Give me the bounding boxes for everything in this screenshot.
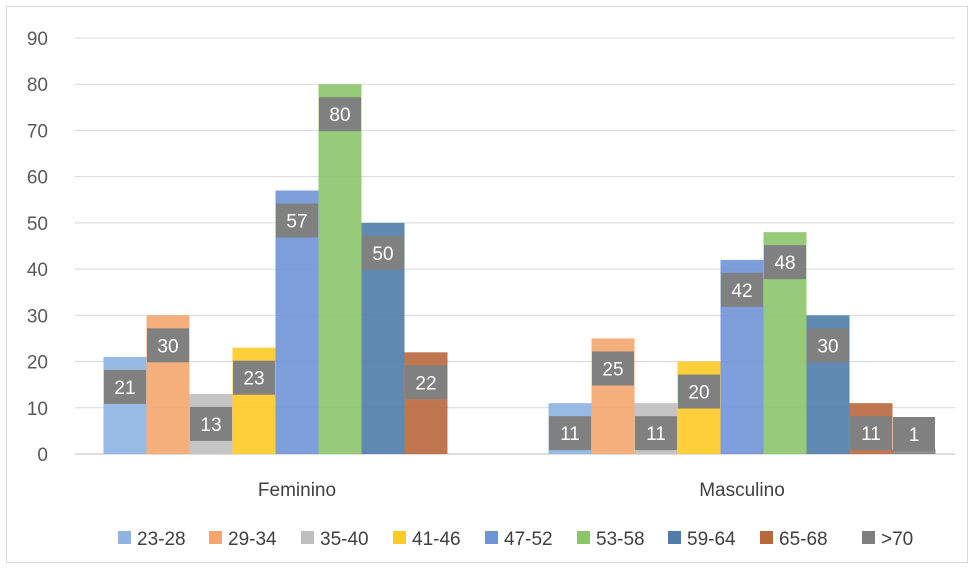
data-label: 23 xyxy=(243,369,264,390)
data-label: 22 xyxy=(415,373,436,394)
data-label: 25 xyxy=(602,359,623,380)
y-tick-label: 0 xyxy=(37,445,48,466)
data-label: 1 xyxy=(909,425,920,446)
legend-label: 23-28 xyxy=(137,529,186,550)
bar xyxy=(318,84,362,454)
legend-swatch xyxy=(760,531,773,544)
legend-swatch xyxy=(668,531,681,544)
legend-label: 59-64 xyxy=(687,529,736,550)
legend-swatch xyxy=(485,531,498,544)
data-label-box xyxy=(635,416,677,451)
data-label: 11 xyxy=(560,424,580,445)
data-label-box xyxy=(764,245,806,280)
y-tick-label: 20 xyxy=(27,353,48,374)
data-label: 13 xyxy=(200,415,221,436)
legend-label: 53-58 xyxy=(596,529,645,550)
data-label-box xyxy=(104,369,146,404)
data-label: 48 xyxy=(774,253,795,274)
data-label-box xyxy=(721,272,763,307)
data-label-box xyxy=(678,374,720,409)
data-label: 80 xyxy=(329,105,350,126)
data-label-box xyxy=(405,365,447,400)
data-label-box xyxy=(276,203,318,238)
legend-swatch xyxy=(209,531,222,544)
data-label: 11 xyxy=(646,424,666,445)
data-label-box xyxy=(190,406,232,441)
chart-area xyxy=(6,6,968,563)
x-category-label: Masculino xyxy=(699,480,785,501)
data-label: 30 xyxy=(817,336,838,357)
y-tick-label: 10 xyxy=(27,399,48,420)
data-label: 21 xyxy=(114,378,135,399)
legend-label: >70 xyxy=(881,529,913,550)
data-label-box xyxy=(319,97,361,132)
data-label: 11 xyxy=(861,424,881,445)
y-tick-label: 60 xyxy=(27,168,48,189)
data-label-box xyxy=(362,235,404,270)
data-label-box xyxy=(147,328,189,363)
legend-label: 29-34 xyxy=(228,529,277,550)
legend-label: 35-40 xyxy=(320,529,369,550)
y-tick-label: 40 xyxy=(27,260,48,281)
legend-label: 41-46 xyxy=(412,529,461,550)
y-tick-label: 50 xyxy=(27,214,48,235)
data-label: 50 xyxy=(372,244,393,265)
data-label-box xyxy=(549,416,591,451)
data-label-box xyxy=(893,417,935,451)
y-tick-label: 90 xyxy=(27,29,48,50)
legend-swatch xyxy=(301,531,314,544)
data-label: 20 xyxy=(688,383,709,404)
data-label: 30 xyxy=(157,336,178,357)
bar xyxy=(892,449,936,454)
legend-swatch xyxy=(577,531,590,544)
legend-swatch xyxy=(862,531,875,544)
legend-swatch xyxy=(118,531,131,544)
x-category-label: Feminino xyxy=(258,480,336,501)
legend-label: 47-52 xyxy=(504,529,553,550)
y-tick-label: 80 xyxy=(27,75,48,96)
data-label-box xyxy=(850,416,892,451)
data-label-box xyxy=(233,360,275,395)
y-tick-label: 30 xyxy=(27,306,48,327)
legend-swatch xyxy=(393,531,406,544)
y-tick-label: 70 xyxy=(27,121,48,142)
data-label-box xyxy=(592,351,634,386)
legend-label: 65-68 xyxy=(779,529,828,550)
data-label-box xyxy=(807,328,849,363)
data-label: 57 xyxy=(286,212,307,233)
data-label: 42 xyxy=(731,281,752,302)
